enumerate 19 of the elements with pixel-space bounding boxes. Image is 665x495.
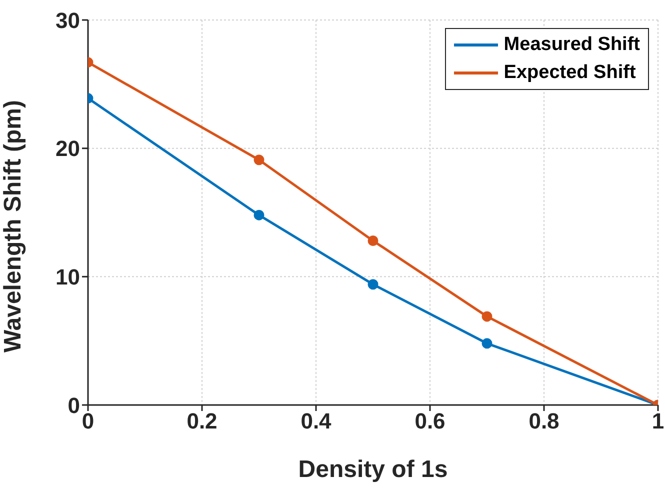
point bbox=[368, 279, 378, 290]
x-axis-title: Density of 1s bbox=[298, 456, 448, 483]
y-axis-title: Wavelength Shift (pm) bbox=[0, 100, 27, 352]
point bbox=[254, 210, 264, 220]
y-tick-label: 0 bbox=[68, 392, 80, 418]
legend-label: Measured Shift bbox=[502, 33, 640, 57]
point bbox=[368, 235, 378, 246]
y-tick-label: 20 bbox=[56, 136, 80, 162]
x-tick-label: 1 bbox=[652, 408, 664, 434]
x-tick-label: 0.8 bbox=[528, 408, 560, 434]
x-tick-label: 0.2 bbox=[186, 408, 218, 434]
point bbox=[254, 154, 264, 166]
point bbox=[482, 311, 492, 322]
x-tick-label: 0.6 bbox=[414, 408, 446, 434]
y-tick-label: 10 bbox=[56, 264, 80, 290]
legend-label: Expected Shift bbox=[502, 61, 637, 85]
y-tick-label: 30 bbox=[56, 8, 80, 33]
point bbox=[482, 338, 492, 349]
x-tick-label: 0.4 bbox=[300, 408, 332, 434]
